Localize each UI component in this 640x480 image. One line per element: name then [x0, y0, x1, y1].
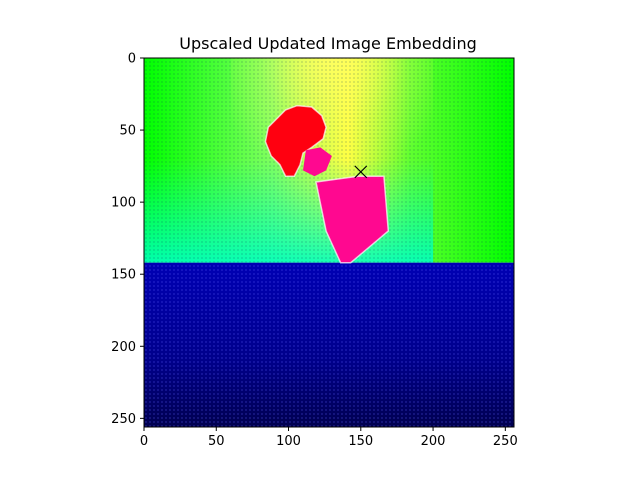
point-marker	[354, 165, 368, 179]
object-red-shape	[264, 104, 327, 177]
x-tick-label-0: 0	[140, 434, 148, 449]
y-tick-label-1: 50	[119, 124, 136, 139]
heatmap-image	[144, 58, 514, 427]
y-tick-label-3: 150	[111, 268, 136, 283]
lower-texture	[144, 262, 514, 427]
x-tick-label-4: 200	[421, 434, 446, 449]
plot-frame	[143, 57, 515, 428]
object-pink-handle	[303, 147, 332, 177]
y-tick-label-0: 0	[128, 52, 136, 67]
y-tick-label-2: 100	[111, 196, 136, 211]
chart-title: Upscaled Updated Image Embedding	[179, 34, 476, 53]
object-pink-bag	[315, 175, 390, 264]
x-tick-label-2: 100	[276, 434, 301, 449]
x-tick-label-5: 250	[493, 434, 518, 449]
marker-stroke-b	[354, 165, 368, 179]
x-tick-label-3: 150	[348, 434, 373, 449]
y-tick-label-5: 250	[111, 412, 136, 427]
x-axis: 0 50 100 150 200 250	[140, 427, 518, 449]
y-axis: 0 50 100 150 200 250	[111, 52, 144, 427]
x-tick-label-1: 50	[208, 434, 225, 449]
y-tick-label-4: 200	[111, 340, 136, 355]
